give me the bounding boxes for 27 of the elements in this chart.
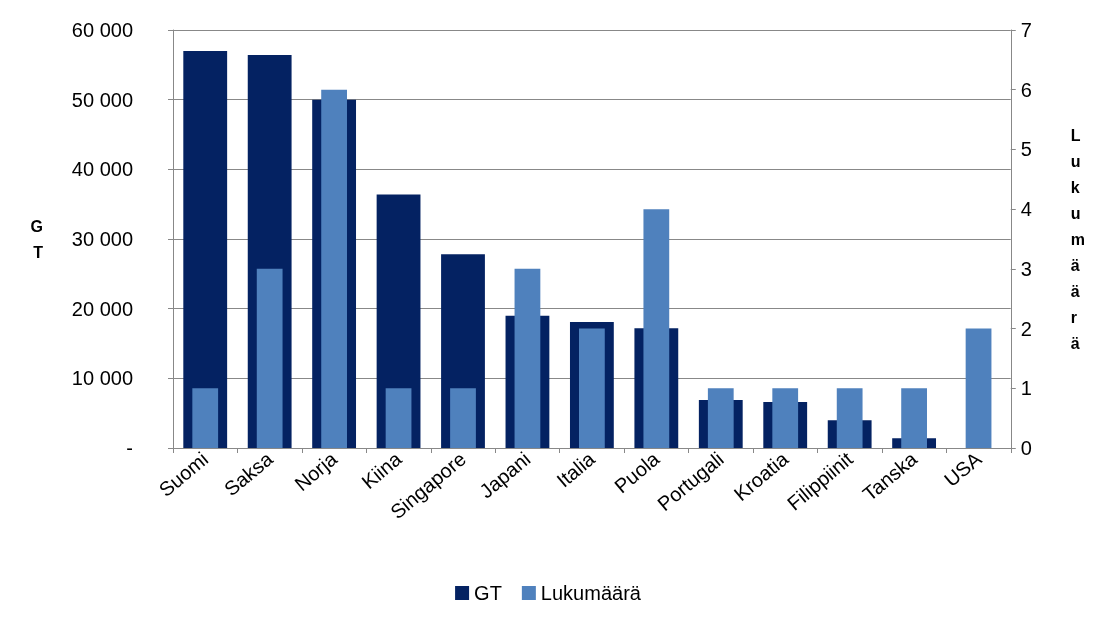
text: Lukumäärä (1070, 126, 1086, 352)
bar (450, 388, 476, 448)
y2-tick-label: 2 (1020, 317, 1032, 340)
y-tick-label: - (126, 437, 133, 459)
bar (965, 328, 992, 448)
y2-tick-label: 1 (1020, 377, 1032, 400)
bar (385, 388, 412, 448)
y2-tick-label: 5 (1020, 138, 1032, 161)
y2-tick-label: 0 (1020, 437, 1032, 459)
y2-tick-label: 6 (1020, 78, 1032, 101)
x-tick-label: USA (939, 447, 987, 491)
y2-tick-label: 3 (1020, 257, 1032, 280)
y-tick-label: 50 000 (71, 88, 133, 111)
bar (256, 268, 283, 448)
y-tick-label: 10 000 (71, 367, 133, 390)
y-axis-title: GT (30, 217, 44, 261)
y-tick-label: 30 000 (71, 228, 133, 250)
bar (192, 388, 219, 448)
y-tick-label: 20 000 (71, 297, 133, 320)
x-tick-label: Italia (552, 447, 600, 492)
y-tick-label: 60 000 (71, 19, 133, 41)
bar (183, 50, 228, 448)
legend-label: GT (474, 582, 502, 604)
y2-tick-label: 4 (1020, 198, 1032, 221)
y-tick-label: 40 000 (71, 158, 133, 181)
y2-tick-label: 7 (1020, 19, 1032, 41)
legend-label: Lukumäärä (540, 582, 642, 604)
